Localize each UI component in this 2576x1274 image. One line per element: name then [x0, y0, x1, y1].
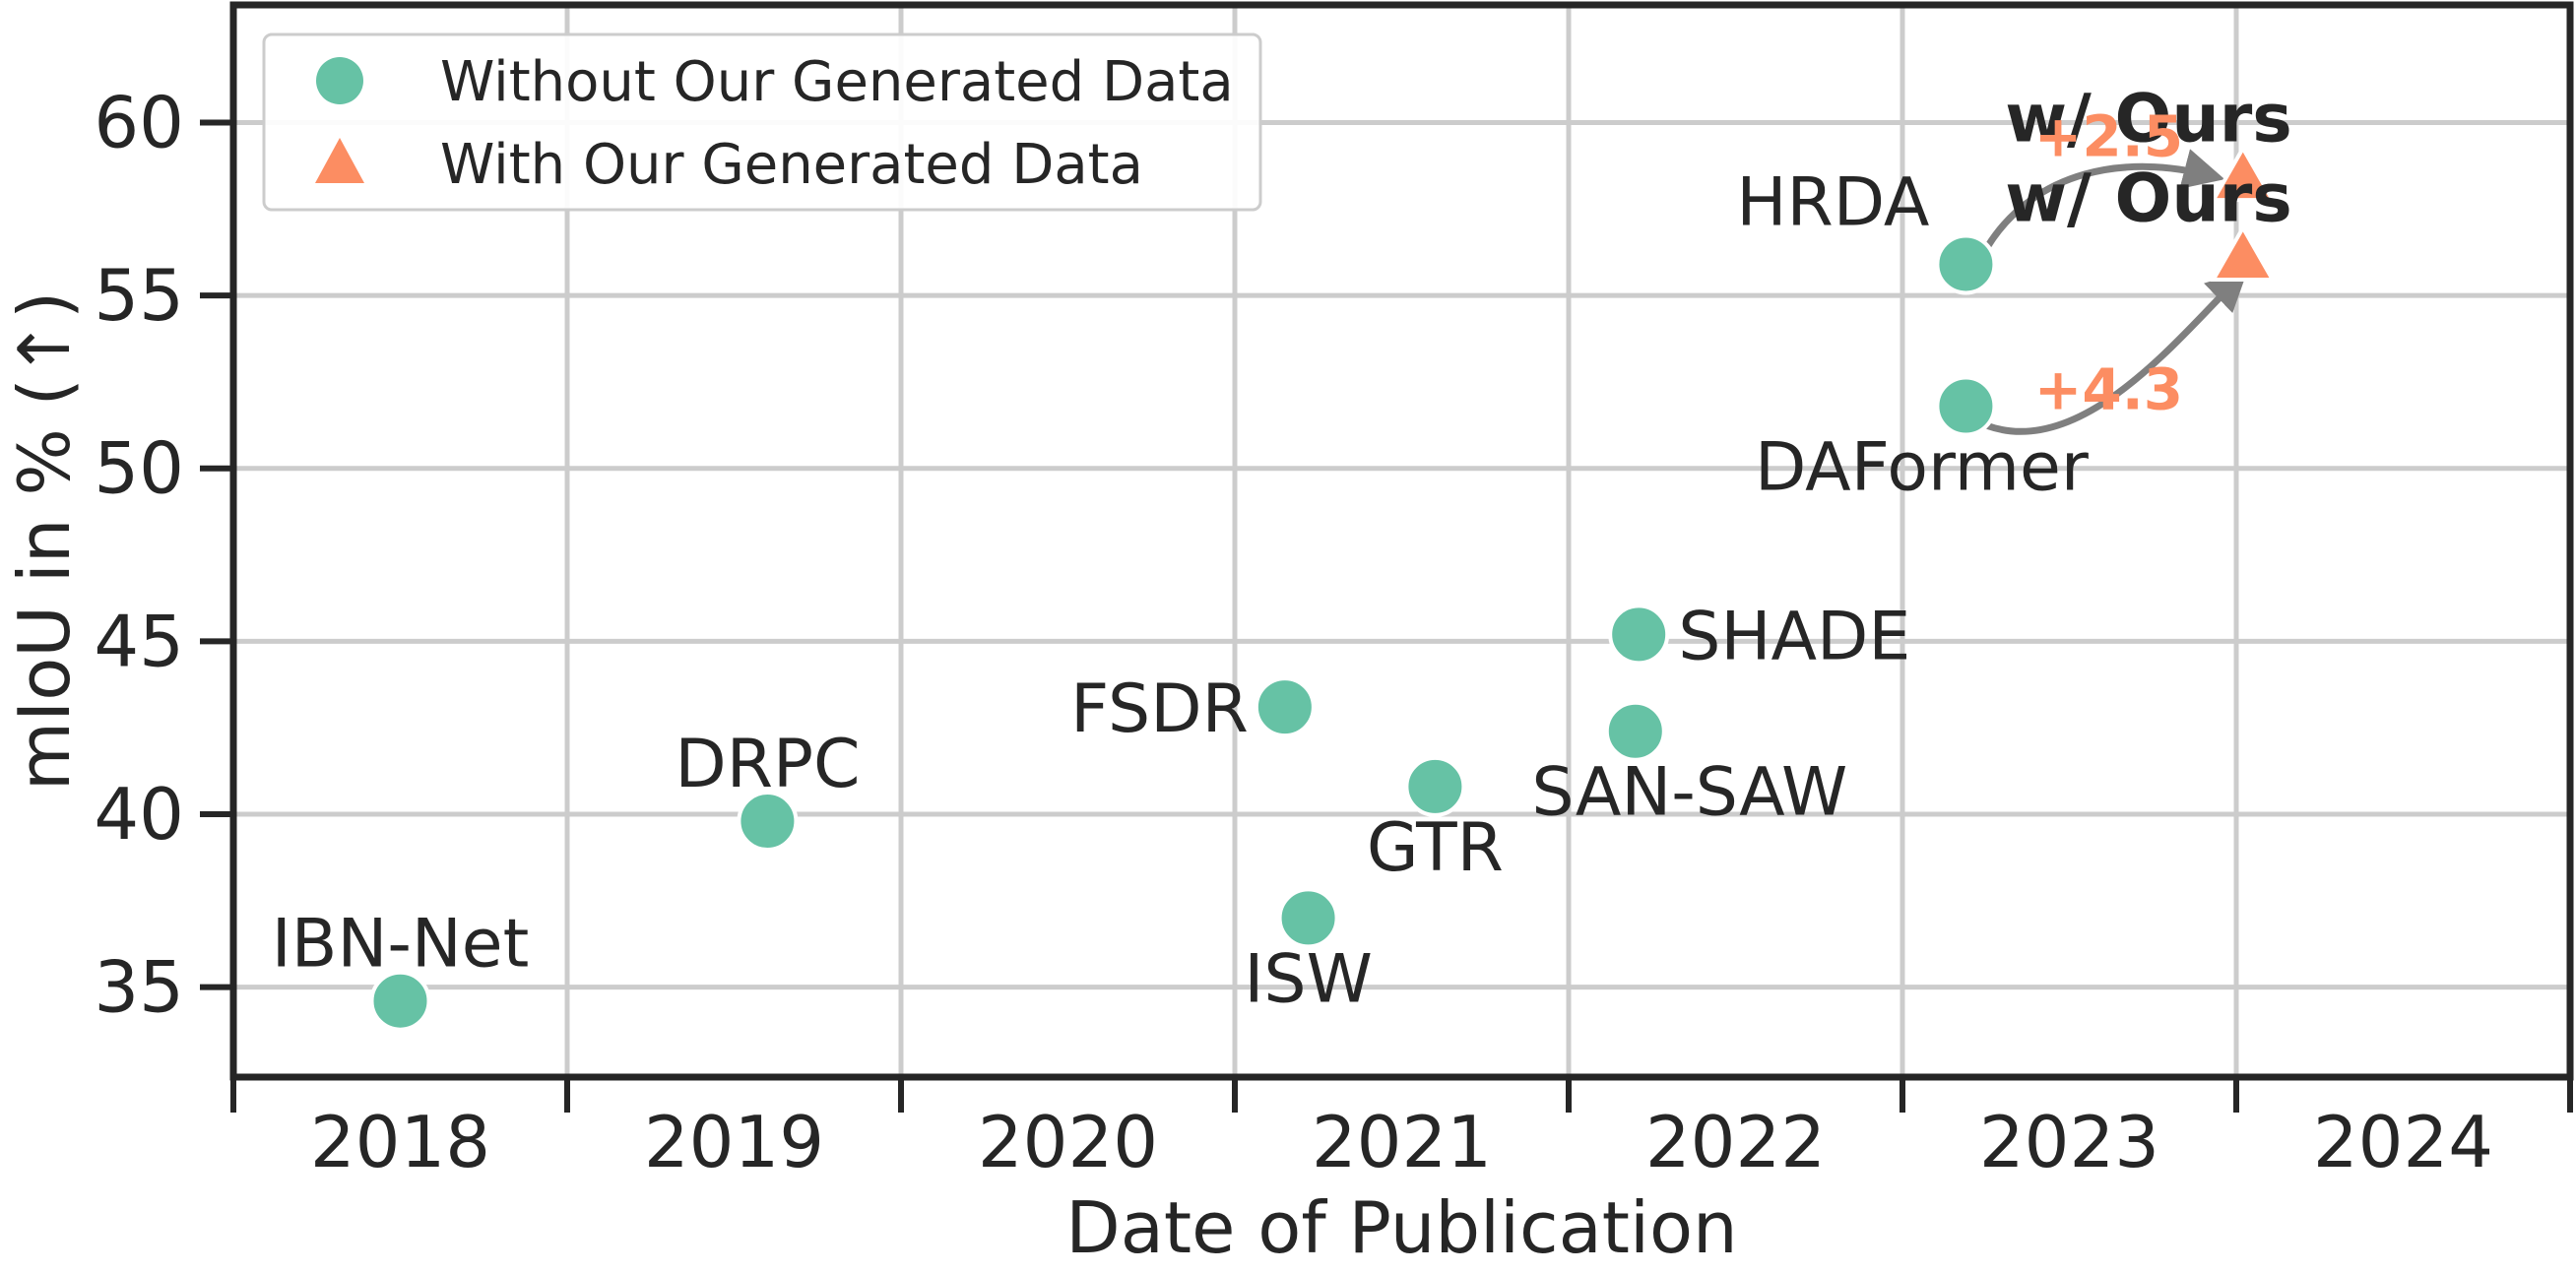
legend-entry-1: Without Our Generated Data	[440, 50, 1234, 114]
point-labels: IBN-Net DRPC FSDR ISW GTR SAN-SAW SHADE HRDA DAF…	[272, 81, 2292, 1019]
point-drpc	[737, 791, 799, 853]
point-label-drpc: DRPC	[675, 726, 860, 803]
point-label-hrda: HRDA	[1736, 163, 1929, 241]
legend: Without Our Generated Data With Our Gener…	[262, 32, 1262, 212]
x-tick-label-2020: 2020	[978, 1101, 1158, 1183]
point-ours-1	[2210, 144, 2277, 203]
point-label-ours-1: w/ Ours	[2005, 81, 2292, 159]
point-gtr	[1404, 755, 1466, 817]
point-label-ibn-net: IBN-Net	[272, 906, 529, 984]
point-label-daformer: DAFormer	[1755, 428, 2089, 506]
legend-entry-2: With Our Generated Data	[440, 133, 1143, 197]
y-tick-label-35: 35	[94, 946, 184, 1029]
gain-label-hrda: +2.5	[2034, 102, 2183, 169]
point-ibn-net	[369, 970, 431, 1032]
x-tick-label-2022: 2022	[1645, 1101, 1826, 1183]
point-isw	[1277, 887, 1339, 949]
x-tick-label-2021: 2021	[1312, 1101, 1492, 1183]
point-fsdr	[1254, 676, 1316, 738]
legend-box	[262, 32, 1262, 212]
x-tick-label-2024: 2024	[2313, 1101, 2493, 1183]
legend-marker-triangle	[315, 138, 364, 183]
x-tick-label-2023: 2023	[1979, 1101, 2159, 1183]
x-axis-label: Date of Publication	[1065, 1186, 1737, 1269]
point-ours-2	[2210, 223, 2277, 282]
legend-marker-circle	[316, 57, 363, 104]
plot-frame	[229, 1, 2574, 1081]
point-label-isw: ISW	[1244, 940, 1372, 1018]
point-label-gtr: GTR	[1367, 809, 1504, 887]
point-label-san-saw: SAN-SAW	[1531, 754, 1847, 832]
gain-label-daformer: +4.3	[2034, 355, 2183, 422]
point-san-saw	[1604, 700, 1666, 762]
y-tick-label-55: 55	[94, 254, 184, 337]
arrow-daformer	[1986, 269, 2248, 435]
y-tick-label-60: 60	[94, 81, 184, 163]
y-tick-label-45: 45	[94, 600, 184, 682]
point-label-fsdr: FSDR	[1070, 670, 1249, 748]
axes: 35 40 45 50 55 60 2018 2019 2020 2021 2022 2023 2024	[94, 81, 2573, 1183]
data-points	[369, 144, 2277, 1032]
y-axis-label: mIoU in % (↑)	[3, 291, 86, 791]
improvement-arrows	[1984, 149, 2248, 435]
point-label-shade: SHADE	[1678, 598, 1910, 675]
y-tick-label-50: 50	[94, 427, 184, 510]
arrow-hrda	[1984, 149, 2225, 249]
point-hrda	[1935, 233, 1997, 295]
point-label-ours-2: w/ Ours	[2005, 159, 2292, 237]
y-tick-label-40: 40	[94, 773, 184, 856]
x-tick-label-2018: 2018	[310, 1101, 490, 1183]
point-daformer	[1935, 375, 1997, 437]
point-shade	[1608, 604, 1670, 666]
x-tick-label-2019: 2019	[644, 1101, 824, 1183]
